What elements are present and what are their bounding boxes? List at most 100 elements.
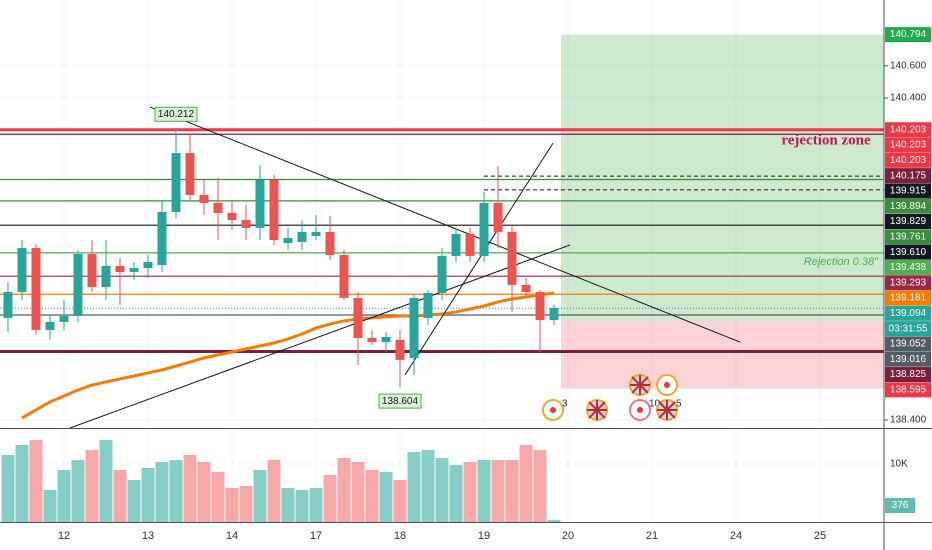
candle-body [3, 291, 13, 318]
volume-bar [127, 480, 141, 522]
volume-bar [253, 469, 267, 522]
x-tick-label: 12 [58, 530, 70, 542]
candle-body [157, 211, 167, 265]
volume-bar [113, 469, 127, 522]
x-tick-label: 20 [562, 530, 574, 542]
price-badge-label: 139.293 [890, 277, 927, 288]
price-badge [885, 275, 931, 291]
x-tick-label: 24 [730, 530, 742, 542]
trendline [149, 106, 741, 343]
candle-body [241, 220, 251, 228]
volume-bar [57, 469, 71, 522]
price-badge-label: 140.203 [890, 155, 927, 166]
flag-cross [657, 400, 677, 420]
candle-body [227, 212, 237, 221]
volume-bar [71, 459, 85, 522]
event-count[interactable]: 5 [676, 399, 682, 410]
x-tick-label: 13 [142, 530, 154, 542]
candle-body [437, 255, 447, 293]
price-badge [885, 367, 931, 383]
candle-body [353, 297, 363, 339]
volume-bar [85, 450, 99, 522]
volume-bar [365, 469, 379, 522]
price-axis-area [884, 0, 932, 550]
annotation-label: 138.604 [382, 396, 419, 407]
event-icon[interactable]: 10 [629, 399, 661, 421]
event-icon[interactable] [586, 399, 608, 421]
event-icon[interactable] [656, 374, 678, 396]
candle-body [45, 321, 55, 330]
volume-bar [449, 464, 463, 522]
price-badge [885, 351, 931, 367]
candle-body [535, 291, 545, 320]
event-icon[interactable]: 3 [542, 399, 568, 421]
candle-body [493, 202, 503, 232]
price-badge [885, 122, 931, 138]
price-badge-label: 139.894 [890, 201, 927, 212]
volume-bar [281, 488, 295, 522]
volume-bar [393, 480, 407, 522]
candle-body [479, 202, 489, 256]
volume-bar [519, 444, 533, 522]
zone-label: rejection zone [781, 132, 871, 148]
price-badge [885, 137, 931, 153]
event-icon[interactable]: 5 [656, 399, 682, 421]
event-icon[interactable] [629, 374, 651, 396]
volume-bar [211, 472, 225, 522]
volume-bar [421, 450, 435, 522]
volume-bar [491, 459, 505, 522]
y-tick-label: 140.400 [890, 93, 927, 104]
flag-cross [630, 375, 650, 395]
candle-body [129, 268, 139, 273]
volume-bar [239, 485, 253, 522]
volume-bar [533, 450, 547, 522]
volume-bar [99, 439, 113, 522]
price-badge [885, 27, 931, 43]
x-tick-label: 17 [310, 530, 322, 542]
candle-body [311, 231, 321, 236]
candle-body [143, 262, 153, 269]
candle-body [17, 248, 27, 292]
x-tick-label: 21 [646, 530, 658, 542]
candle-body [171, 153, 181, 212]
candle-body [423, 292, 433, 318]
candle-body [507, 231, 517, 285]
volume-badge-label: 376 [892, 500, 909, 511]
price-badge [885, 321, 931, 337]
price-badge-label: 138.825 [890, 369, 927, 380]
price-badge-label: 140.203 [890, 140, 927, 151]
volume-bar [323, 475, 337, 522]
event-count[interactable]: 10 [649, 399, 661, 410]
x-tick-label: 14 [226, 530, 238, 542]
candle-body [213, 202, 223, 213]
candle-body [283, 238, 293, 244]
annotation-label: 140.212 [158, 109, 195, 120]
candle-body [465, 234, 475, 256]
loss-zone [561, 320, 884, 389]
trendline [404, 142, 554, 376]
price-badge-label: 139.052 [890, 339, 927, 350]
candle-body [269, 179, 279, 240]
event-dot[interactable] [637, 407, 643, 413]
price-badge-label: 139.438 [890, 262, 927, 273]
candle-body [521, 284, 531, 292]
price-badge [885, 214, 931, 230]
candle-body [395, 339, 405, 360]
price-badge [885, 336, 931, 352]
event-dot[interactable] [664, 382, 670, 388]
price-badge-label: 139.016 [890, 354, 927, 365]
price-badge [885, 382, 931, 398]
event-dot[interactable] [550, 407, 556, 413]
event-count[interactable]: 3 [562, 399, 568, 410]
volume-bar [435, 458, 449, 522]
volume-bar [309, 488, 323, 522]
candle-body [339, 254, 349, 298]
price-badge-label: 138.595 [890, 384, 927, 395]
volume-bar [477, 459, 491, 522]
volume-bar [505, 459, 519, 522]
x-tick-label: 25 [814, 530, 826, 542]
volume-bar [155, 462, 169, 522]
price-badge [885, 305, 931, 321]
volume-badge [885, 498, 915, 513]
